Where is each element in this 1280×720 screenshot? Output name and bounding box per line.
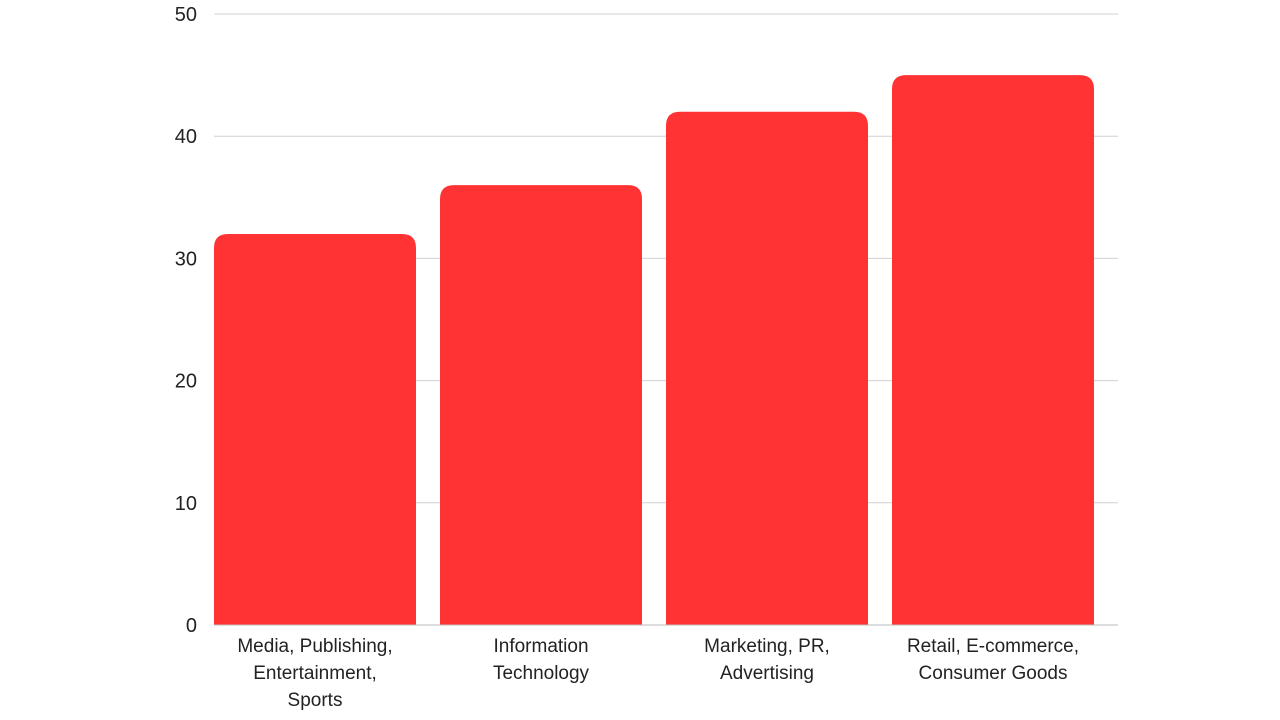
bar	[892, 75, 1094, 626]
bar	[440, 185, 642, 625]
y-tick-label: 10	[175, 493, 197, 515]
y-tick-label: 30	[175, 248, 197, 270]
x-category-label: Advertising	[720, 663, 814, 684]
x-category-label: Retail, E-commerce,	[907, 636, 1079, 657]
y-tick-label: 50	[175, 4, 197, 26]
x-category-label: Consumer Goods	[919, 663, 1068, 684]
x-category-label: Entertainment,	[253, 663, 377, 684]
y-tick-label: 0	[186, 615, 197, 637]
x-category-label: Marketing, PR,	[704, 636, 830, 657]
y-axis-ticks: 0 10 20 30 40 50	[175, 4, 197, 637]
x-category-label: Information	[493, 636, 588, 657]
x-category-label: Sports	[288, 690, 343, 711]
bars	[214, 75, 1094, 626]
x-category-label: Media, Publishing,	[237, 636, 392, 657]
bar	[214, 233, 416, 625]
y-tick-label: 40	[175, 126, 197, 148]
y-tick-label: 20	[175, 371, 197, 393]
bar	[666, 111, 868, 625]
x-category-label: Technology	[493, 663, 590, 684]
x-axis-labels: Media, Publishing, Entertainment, Sports In…	[237, 636, 1079, 711]
